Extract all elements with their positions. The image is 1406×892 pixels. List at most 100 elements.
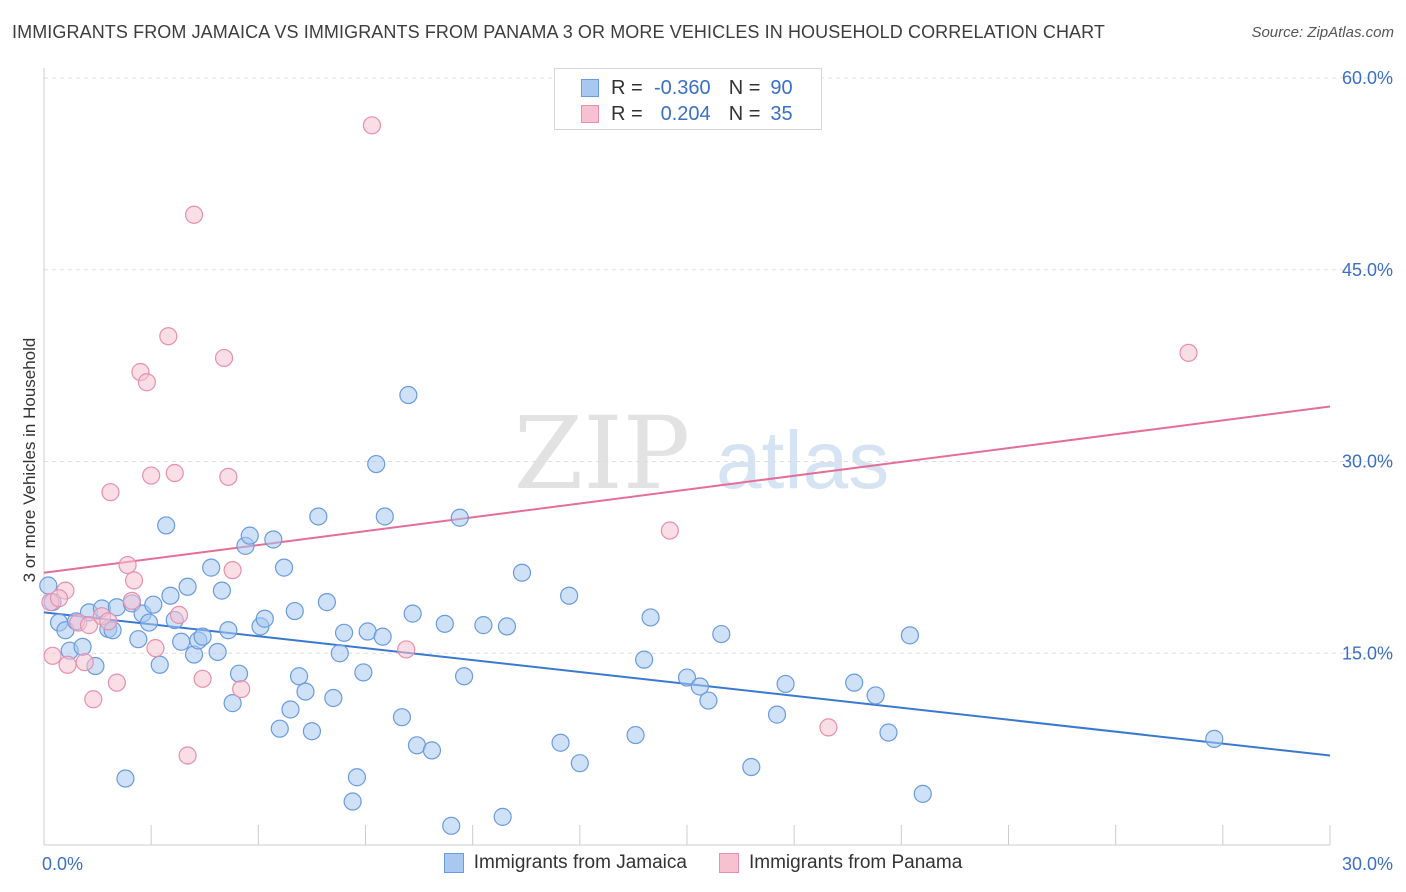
point-panama [362,116,382,135]
point-panama [146,639,165,658]
point-panama [118,555,137,575]
y-tick-label: 30.0% [1342,452,1393,472]
series-legend-panama[interactable]: Immigrants from Panama [718,852,963,874]
point-jamaica [900,626,920,645]
y-tick-label: 15.0% [1342,643,1393,663]
axes [43,68,1331,846]
point-jamaica [223,694,242,713]
point-jamaica [270,719,289,738]
point-panama [169,605,189,625]
legend-n-label: N = [728,102,761,125]
point-jamaica [334,623,354,642]
point-jamaica [493,807,512,826]
watermark-zip: ZIP [514,395,690,512]
point-jamaica [139,613,159,632]
point-jamaica [219,621,238,640]
point-jamaica [866,686,885,705]
point-jamaica [497,617,517,636]
point-jamaica [116,769,135,788]
point-panama [75,653,94,672]
point-jamaica [626,725,645,745]
point-jamaica [442,816,461,835]
legend-row-jamaica: R = -0.360 N = 90 [581,76,793,100]
point-jamaica [347,768,367,787]
point-jamaica [285,601,304,621]
point-jamaica [641,608,660,627]
point-panama [49,589,69,608]
point-jamaica [343,792,362,811]
point-jamaica [296,682,315,701]
point-jamaica [193,627,212,646]
point-jamaica [208,642,227,662]
chart-title: IMMIGRANTS FROM JAMAICA VS IMMIGRANTS FR… [12,22,1106,42]
legend-r-label: R = [611,102,643,125]
point-panama [124,571,144,590]
point-jamaica [157,516,176,535]
series-label-jamaica: Immigrants from Jamaica [473,852,687,873]
point-panama [178,746,197,765]
legend-r-value: -0.360 [653,76,711,99]
point-jamaica [512,563,532,582]
x-tick-label: 0.0% [42,854,83,874]
legend-swatch-jamaica [581,79,599,97]
point-panama [223,561,242,580]
point-jamaica [776,674,795,694]
point-jamaica [375,507,394,526]
point-jamaica [373,627,392,646]
point-panama [397,640,416,659]
point-jamaica [392,708,412,727]
point-jamaica [255,609,274,628]
watermark: ZIP atlas [514,395,890,512]
legend-n-value: 35 [770,102,793,125]
point-jamaica [354,663,373,682]
point-panama [107,673,126,692]
point-jamaica [422,741,442,760]
point-jamaica [879,723,898,742]
series-legend-jamaica[interactable]: Immigrants from Jamaica [443,852,687,874]
point-jamaica [913,784,932,803]
point-panama [99,612,118,631]
point-panama [660,521,679,540]
point-jamaica [302,722,322,741]
point-jamaica [281,700,300,719]
point-panama [142,466,161,485]
point-jamaica [690,677,709,696]
point-jamaica [229,664,249,683]
point-panama [1179,343,1198,362]
point-jamaica [317,593,337,612]
point-jamaica [367,454,386,474]
point-jamaica [450,508,469,527]
trend-line-panama [43,405,1331,574]
legend-r-value: 0.204 [660,102,711,125]
point-jamaica [712,624,731,644]
point-panama [137,373,156,392]
point-jamaica [677,668,697,687]
series-label-panama: Immigrants from Panama [748,852,963,873]
point-jamaica [767,705,787,724]
point-panama [193,669,212,688]
point-jamaica [560,586,579,605]
point-jamaica [403,604,422,623]
chart-source: Source: ZipAtlas.com [1251,24,1394,41]
watermark-atlas: atlas [716,415,889,506]
gridlines [44,77,1392,654]
point-panama [232,679,251,699]
point-jamaica [474,616,493,635]
legend-swatch-panama [581,105,599,123]
point-jamaica [330,644,349,663]
point-jamaica [264,530,283,549]
legend-r-label: R = [611,76,643,99]
point-panama [43,646,62,665]
point-jamaica [172,632,191,651]
point-jamaica [202,558,221,577]
series-swatch-panama [718,853,739,873]
y-tick-label: 60.0% [1342,68,1393,88]
point-panama [214,348,234,368]
tick-labels: 15.0% 30.0% 45.0% 60.0% 0.0% 30.0% [42,68,1393,874]
point-jamaica [289,667,309,686]
legend-n-label: N = [728,76,761,99]
point-panama [84,690,103,709]
point-panama [219,467,238,486]
point-panama [122,591,141,610]
point-jamaica [274,558,294,577]
